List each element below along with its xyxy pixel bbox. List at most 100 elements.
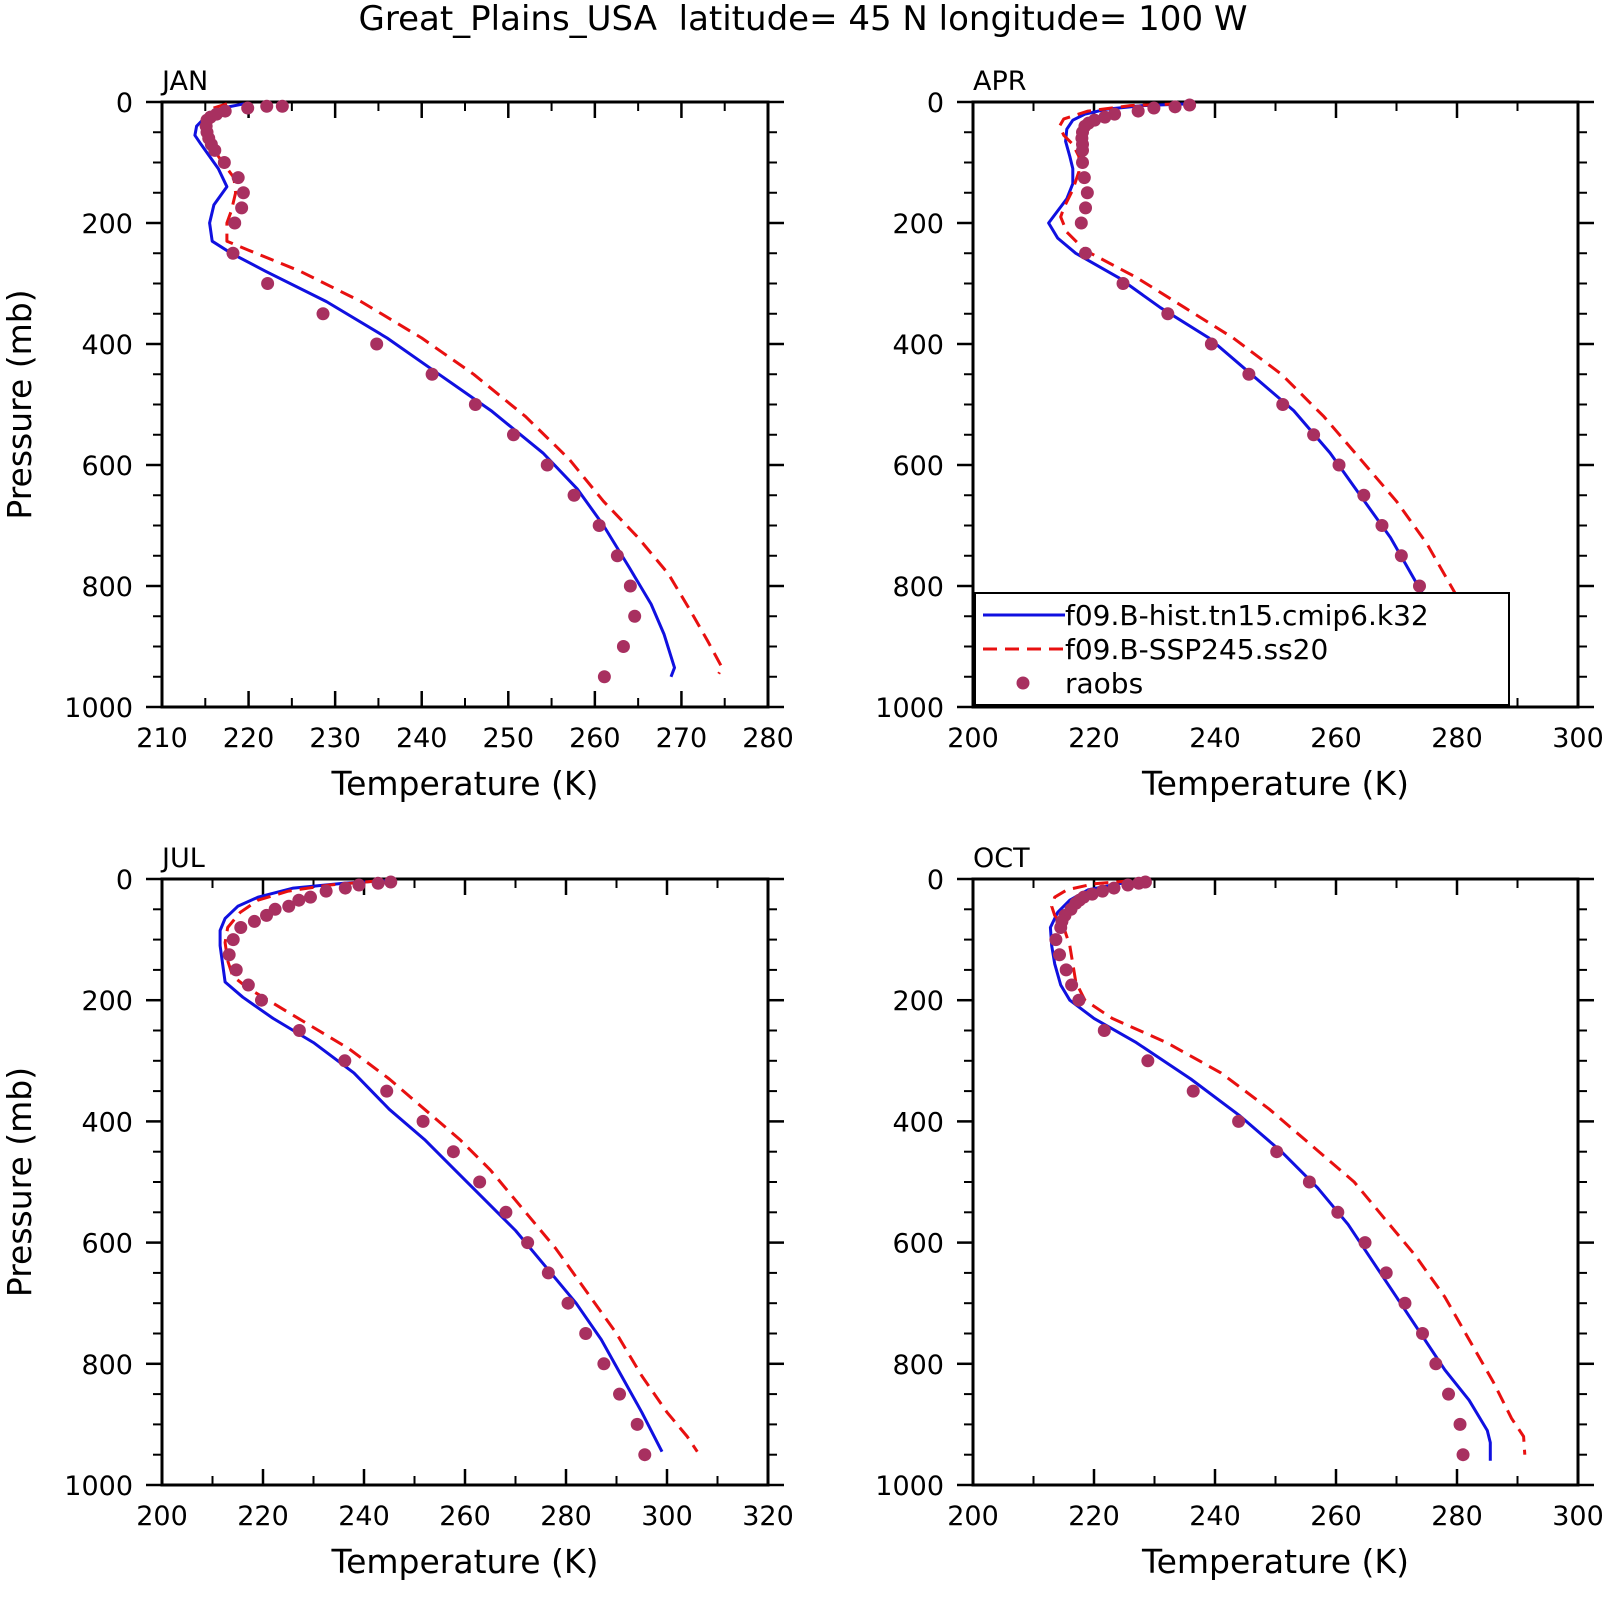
panel-label: JUL bbox=[160, 843, 205, 874]
raobs-point bbox=[1429, 1357, 1443, 1371]
panel-label: APR bbox=[973, 66, 1027, 97]
x-tick-label: 200 bbox=[947, 723, 999, 754]
raobs-point bbox=[541, 1266, 555, 1280]
panels: JAN 210 220 230 240 250 260 270 280 0 200 400 600 800… bbox=[0, 66, 1604, 1581]
raobs-point bbox=[228, 216, 242, 230]
raobs-point bbox=[292, 893, 306, 907]
y-tick-label: 1000 bbox=[64, 693, 133, 724]
raobs-point bbox=[1116, 277, 1130, 290]
y-tick-label: 1000 bbox=[64, 1471, 133, 1502]
raobs-point bbox=[275, 99, 289, 113]
legend-label: f09.B-SSP245.ss20 bbox=[1065, 633, 1328, 666]
panel-jan: JAN 210 220 230 240 250 260 270 280 0 200 400 600 800… bbox=[0, 66, 794, 803]
raobs-point bbox=[208, 143, 222, 157]
plot-frame bbox=[160, 100, 770, 709]
x-tick-label: 270 bbox=[656, 723, 708, 754]
figure-title: Great_Plains_USA latitude= 45 N longitud… bbox=[359, 0, 1248, 39]
raobs-point bbox=[1186, 1084, 1200, 1098]
x-tick-label: 260 bbox=[569, 723, 621, 754]
raobs-point bbox=[1375, 519, 1389, 532]
raobs-point bbox=[1357, 488, 1371, 502]
raobs-point bbox=[384, 875, 398, 889]
legend-label: f09.B-hist.tn15.cmip6.k32 bbox=[1065, 599, 1429, 632]
x-tick-label: 200 bbox=[136, 1501, 188, 1532]
y-tick-label: 800 bbox=[892, 1350, 944, 1381]
x-tick-label: 200 bbox=[947, 1501, 999, 1532]
series-line-ssp245 bbox=[202, 102, 724, 675]
raobs-point bbox=[623, 579, 637, 593]
x-tick-label: 320 bbox=[742, 1501, 794, 1532]
y-tick-label: 200 bbox=[81, 209, 133, 240]
series-line-hist bbox=[218, 878, 664, 1453]
raobs-point bbox=[1456, 1448, 1470, 1462]
y-tick-label: 200 bbox=[892, 209, 944, 240]
x-tick-label: 260 bbox=[439, 1501, 491, 1532]
panel-oct: OCT 200 220 240 260 280 300 0 200 400 600 800 1000 Te… bbox=[875, 843, 1603, 1581]
raobs-point bbox=[468, 398, 482, 411]
raobs-point bbox=[1307, 428, 1321, 442]
panel-label: JAN bbox=[160, 66, 208, 97]
x-tick-label: 220 bbox=[237, 1501, 289, 1532]
raobs-point bbox=[260, 908, 274, 922]
raobs-point bbox=[597, 670, 611, 684]
y-tick-label: 1000 bbox=[875, 1471, 944, 1502]
legend-swatch bbox=[1016, 676, 1030, 690]
y-axis-label: Pressure (mb) bbox=[0, 289, 39, 519]
x-tick-label: 260 bbox=[1310, 1501, 1362, 1532]
x-tick-label: 280 bbox=[1431, 1501, 1483, 1532]
raobs-point bbox=[1358, 1236, 1372, 1250]
raobs-point bbox=[371, 876, 385, 890]
raobs-point bbox=[1074, 216, 1088, 230]
raobs-point bbox=[473, 1175, 487, 1189]
raobs-point bbox=[1076, 143, 1090, 157]
raobs-point bbox=[597, 1357, 611, 1371]
x-tick-label: 210 bbox=[136, 723, 188, 754]
raobs-point bbox=[1077, 171, 1091, 185]
x-tick-label: 240 bbox=[338, 1501, 390, 1532]
raobs-point bbox=[1132, 876, 1146, 890]
y-tick-label: 400 bbox=[81, 1107, 133, 1138]
y-tick-label: 200 bbox=[81, 986, 133, 1017]
x-tick-label: 240 bbox=[396, 723, 448, 754]
raobs-point bbox=[1059, 963, 1073, 977]
y-tick-label: 0 bbox=[116, 88, 133, 119]
raobs-point bbox=[1168, 100, 1182, 114]
series-line-ssp245 bbox=[223, 879, 699, 1453]
raobs-point bbox=[338, 881, 352, 895]
raobs-point bbox=[567, 488, 581, 502]
y-axis-label: Pressure (mb) bbox=[0, 1067, 39, 1297]
raobs-point bbox=[1331, 1205, 1345, 1219]
raobs-point bbox=[616, 640, 630, 653]
series-line-hist bbox=[1048, 879, 1492, 1461]
y-tick-label: 1000 bbox=[875, 693, 944, 724]
raobs-point bbox=[1080, 186, 1094, 200]
raobs-point bbox=[1442, 1387, 1456, 1401]
y-tick-label: 400 bbox=[892, 1107, 944, 1138]
raobs-point bbox=[1076, 156, 1090, 169]
raobs-point bbox=[1270, 1145, 1284, 1159]
raobs-point bbox=[226, 933, 240, 947]
x-tick-label: 220 bbox=[1068, 723, 1120, 754]
raobs-point bbox=[425, 367, 439, 381]
raobs-point bbox=[628, 609, 642, 623]
x-tick-label: 280 bbox=[742, 723, 794, 754]
legend-label: raobs bbox=[1065, 667, 1143, 700]
x-tick-label: 280 bbox=[1431, 723, 1483, 754]
raobs-point bbox=[521, 1236, 535, 1250]
raobs-point bbox=[247, 914, 261, 928]
raobs-point bbox=[1398, 1296, 1412, 1310]
raobs-point bbox=[234, 920, 248, 934]
raobs-point bbox=[229, 963, 243, 977]
x-tick-label: 230 bbox=[309, 723, 361, 754]
x-tick-label: 220 bbox=[1068, 1501, 1120, 1532]
series-line-ssp245 bbox=[1050, 879, 1527, 1455]
raobs-point bbox=[1053, 948, 1067, 962]
y-tick-label: 600 bbox=[892, 1229, 944, 1260]
raobs-point bbox=[241, 101, 255, 115]
raobs-point bbox=[231, 171, 245, 185]
y-tick-label: 0 bbox=[116, 865, 133, 896]
raobs-point bbox=[1302, 1175, 1316, 1189]
raobs-point bbox=[446, 1145, 460, 1159]
raobs-point bbox=[1379, 1266, 1393, 1280]
